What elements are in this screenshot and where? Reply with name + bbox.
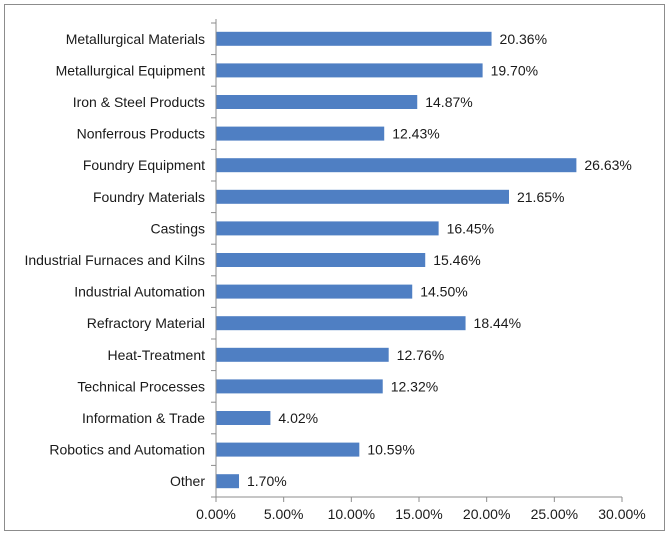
bar bbox=[216, 316, 466, 331]
bar bbox=[216, 63, 483, 78]
x-tick-label: 10.00% bbox=[328, 506, 375, 522]
bar bbox=[216, 379, 383, 394]
x-tick-label: 0.00% bbox=[196, 506, 236, 522]
data-label: 4.02% bbox=[278, 410, 318, 426]
x-tick-label: 5.00% bbox=[264, 506, 304, 522]
category-label: Other bbox=[170, 473, 205, 489]
data-label: 12.76% bbox=[397, 347, 444, 363]
bar bbox=[216, 189, 509, 204]
bar bbox=[216, 253, 426, 267]
bar bbox=[216, 158, 577, 173]
data-label: 14.50% bbox=[420, 284, 467, 300]
data-label: 20.36% bbox=[500, 31, 547, 47]
data-label: 21.65% bbox=[517, 189, 564, 205]
category-label: Nonferrous Products bbox=[77, 126, 205, 142]
bar bbox=[216, 284, 413, 299]
category-label: Technical Processes bbox=[77, 378, 205, 394]
category-label: Refractory Material bbox=[87, 315, 205, 331]
data-label: 1.70% bbox=[247, 473, 287, 489]
data-label: 26.63% bbox=[584, 157, 631, 173]
data-label: 15.46% bbox=[433, 252, 480, 268]
bar-chart: 0.00% 5.00% 10.00% 15.00% 20.00% 25.00% 30.00%… bbox=[24, 19, 646, 522]
category-label: Information & Trade bbox=[82, 410, 205, 426]
category-label: Industrial Automation bbox=[74, 284, 205, 300]
bar bbox=[216, 95, 418, 109]
bar bbox=[216, 442, 360, 457]
category-label: Foundry Equipment bbox=[83, 157, 205, 173]
data-label: 10.59% bbox=[367, 442, 414, 458]
x-tick-label: 20.00% bbox=[463, 506, 510, 522]
chart-frame: 0.00% 5.00% 10.00% 15.00% 20.00% 25.00% 30.00%… bbox=[4, 4, 665, 531]
x-tick-label: 25.00% bbox=[531, 506, 578, 522]
data-label: 16.45% bbox=[447, 220, 494, 236]
data-label: 18.44% bbox=[474, 315, 521, 331]
bar bbox=[216, 126, 385, 141]
category-label: Metallurgical Materials bbox=[66, 31, 205, 47]
data-label: 12.32% bbox=[391, 378, 438, 394]
bar bbox=[216, 474, 240, 489]
bar bbox=[216, 411, 271, 425]
category-label: Foundry Materials bbox=[93, 189, 205, 205]
bar bbox=[216, 31, 492, 46]
data-label: 14.87% bbox=[425, 94, 472, 110]
bar bbox=[216, 221, 439, 236]
category-label: Iron & Steel Products bbox=[73, 94, 205, 110]
category-label: Industrial Furnaces and Kilns bbox=[24, 252, 205, 268]
x-tick-label: 15.00% bbox=[395, 506, 442, 522]
category-label: Castings bbox=[151, 220, 205, 236]
bar bbox=[216, 347, 389, 362]
data-label: 12.43% bbox=[392, 126, 439, 142]
data-label: 19.70% bbox=[491, 62, 538, 78]
category-label: Heat-Treatment bbox=[107, 347, 205, 363]
category-label: Robotics and Automation bbox=[49, 442, 205, 458]
x-tick-label: 30.00% bbox=[598, 506, 645, 522]
category-label: Metallurgical Equipment bbox=[56, 62, 206, 78]
